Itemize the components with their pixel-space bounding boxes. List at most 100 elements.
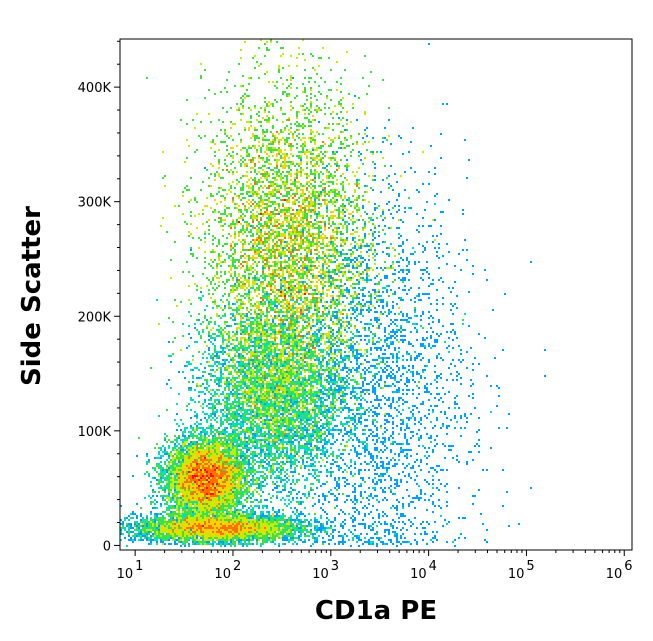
density-dot [272,279,274,281]
density-dot [272,143,274,145]
density-dot [278,261,280,263]
density-dot [310,141,312,143]
density-dot [354,241,356,243]
density-dot [284,295,286,297]
density-dot [330,217,332,219]
density-dot [230,127,232,129]
density-dot [350,349,352,351]
density-dot [308,279,310,281]
density-dot [296,237,298,239]
density-dot [258,223,260,225]
density-dot [266,153,268,155]
density-dot [334,191,336,193]
density-dot [302,127,304,129]
density-dot [316,313,318,315]
density-dot [280,293,282,295]
density-dot [288,311,290,313]
density-dot [340,141,342,143]
density-dot [258,253,260,255]
density-dot [298,245,300,247]
density-dot [290,241,292,243]
density-dot [340,233,342,235]
density-dot [250,351,252,353]
density-dot [292,249,294,251]
density-dot [308,109,310,111]
density-dot [324,275,326,277]
density-dot [306,313,308,315]
density-dot [334,151,336,153]
density-dot [216,313,218,315]
density-dot [256,307,258,309]
density-dot [306,305,308,307]
density-dot [274,213,276,215]
density-dot [298,163,300,165]
density-dot [256,249,258,251]
density-dot [386,275,388,277]
density-dot [220,327,222,329]
density-dot [284,333,286,335]
density-dot [280,199,282,201]
density-dot [272,289,274,291]
density-dot [234,271,236,273]
density-dot [238,195,240,197]
density-dot [208,323,210,325]
density-dot [290,207,292,209]
density-dot [466,177,468,179]
density-dot [264,237,266,239]
density-dot [258,221,260,223]
density-dot [268,251,270,253]
density-dot [332,283,334,285]
density-dot [308,269,310,271]
density-dot [308,231,310,233]
density-dot [390,289,392,291]
density-dot [308,233,310,235]
density-dot [238,231,240,233]
density-dot [252,337,254,339]
density-dot [268,185,270,187]
density-dot [272,117,274,119]
density-dot [320,343,322,345]
density-dot [424,347,426,349]
density-dot [232,201,234,203]
density-dot [252,135,254,137]
density-dot [186,347,188,349]
density-dot [354,287,356,289]
density-dot [298,321,300,323]
density-dot [338,255,340,257]
density-dot [268,193,270,195]
density-dot [296,111,298,113]
density-dot [338,193,340,195]
density-dot [350,253,352,255]
density-dot [244,327,246,329]
density-dot [398,271,400,273]
density-dot [338,209,340,211]
density-dot [226,155,228,157]
density-dot [354,325,356,327]
density-dot [322,141,324,143]
density-dot [246,309,248,311]
density-dot [222,213,224,215]
density-dot [278,255,280,257]
density-dot [230,135,232,137]
density-dot [376,327,378,329]
density-dot [328,265,330,267]
density-dot [270,343,272,345]
density-dot [280,331,282,333]
density-dot [350,135,352,137]
density-dot [310,337,312,339]
density-dot [332,321,334,323]
density-dot [248,347,250,349]
density-dot [382,313,384,315]
density-dot [268,319,270,321]
density-dot [246,287,248,289]
density-dot [370,151,372,153]
density-dot [248,155,250,157]
density-dot [284,293,286,295]
density-dot [472,265,474,267]
density-dot [284,209,286,211]
density-dot [290,315,292,317]
density-dot [254,327,256,329]
density-dot [436,289,438,291]
density-dot [244,41,246,43]
density-dot [266,147,268,149]
